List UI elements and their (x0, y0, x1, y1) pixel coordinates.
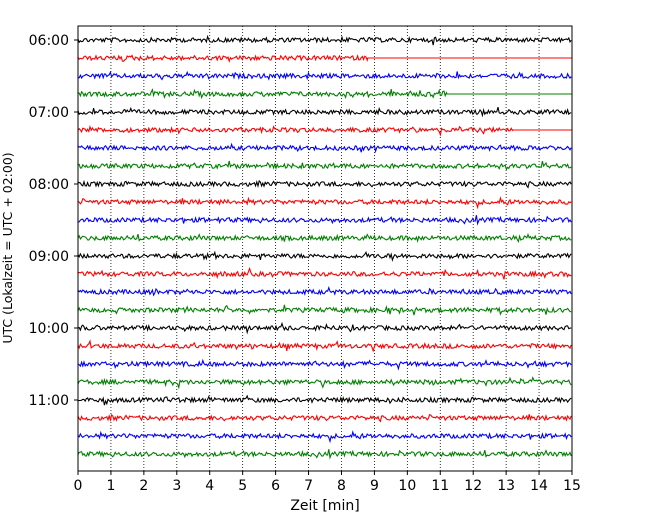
y-tick-label: 06:00 (29, 33, 69, 49)
seismogram-trace (77, 142, 572, 154)
seismogram-trace (77, 88, 572, 100)
y-tick-label: 09:00 (29, 249, 69, 265)
x-tick-label: 1 (106, 478, 115, 494)
x-tick-label: 3 (172, 478, 181, 494)
x-tick-label: 0 (74, 478, 83, 494)
y-tick-label: 11:00 (29, 393, 69, 409)
x-tick-label: 6 (271, 478, 280, 494)
seismogram-trace (77, 394, 572, 406)
x-tick-label: 4 (205, 478, 214, 494)
seismogram-trace (77, 34, 572, 46)
x-tick-label: 9 (370, 478, 379, 494)
x-tick-label: 15 (563, 478, 581, 494)
seismogram-trace (77, 286, 572, 297)
x-tick-label: 12 (464, 478, 482, 494)
seismogram-trace (77, 179, 572, 189)
x-tick-label: 11 (431, 478, 449, 494)
y-tick-label: 10:00 (29, 321, 69, 337)
x-tick-label: 13 (497, 478, 515, 494)
x-tick-label: 14 (530, 478, 548, 494)
plot-frame (77, 25, 573, 472)
seismogram-trace (77, 106, 572, 118)
seismogram-trace (77, 413, 572, 423)
x-axis-label: Zeit [min] (290, 498, 359, 514)
seismogram-trace (77, 358, 572, 371)
seismogram-trace (77, 304, 572, 316)
grid-layer (77, 26, 573, 471)
seismogram-trace (77, 321, 572, 335)
x-tick-label: 10 (398, 478, 416, 494)
seismogram-trace (77, 124, 572, 137)
y-tick-label: 08:00 (29, 177, 69, 193)
seismogram-trace (77, 250, 572, 262)
seismogram-trace (77, 70, 572, 81)
seismogram-trace (77, 54, 572, 64)
y-tick-label: 07:00 (29, 105, 69, 121)
x-tick-label: 5 (238, 478, 247, 494)
x-axis: 0 1 2 3 4 5 6 7 8 9 10 11 12 13 14 15 (74, 471, 581, 494)
seismogram-trace (77, 160, 572, 171)
y-axis-label: UTC (Lokalzeit = UTC + 02:00) (0, 152, 15, 343)
x-tick-label: 8 (337, 478, 346, 494)
trace-layer (77, 34, 572, 460)
y-axis: 06:00 07:00 08:00 09:00 10:00 11:00 (29, 33, 78, 409)
seismogram-trace (77, 233, 572, 244)
seismogram-trace (77, 430, 572, 444)
seismogram-trace (77, 266, 572, 280)
seismogram-trace (77, 196, 572, 210)
seismogram-trace (77, 215, 572, 226)
x-tick-label: 7 (304, 478, 313, 494)
x-tick-label: 2 (139, 478, 148, 494)
seismogram-trace (77, 449, 572, 460)
seismogram-trace (77, 339, 572, 353)
seismogram-trace (77, 376, 572, 390)
